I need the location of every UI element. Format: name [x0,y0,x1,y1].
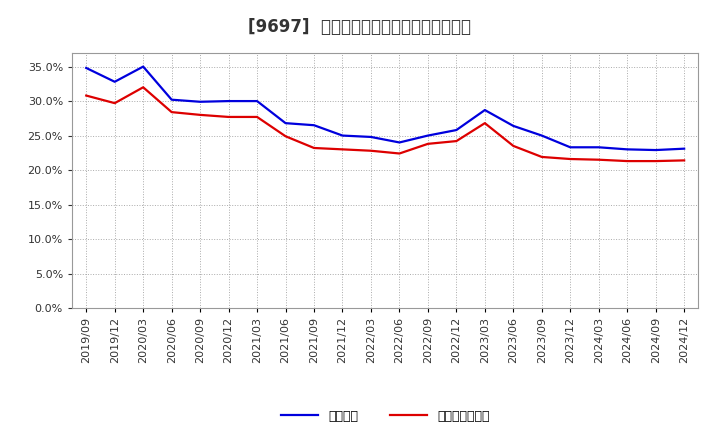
Line: 固定長期適合率: 固定長期適合率 [86,87,684,161]
固定比率 [82,65,91,70]
固定比率 [338,133,347,138]
固定長期適合率 [509,143,518,149]
固定比率 [196,99,204,104]
固定長期適合率 [253,114,261,120]
固定長期適合率 [139,84,148,90]
固定長期適合率 [310,145,318,150]
固定比率 [680,146,688,151]
固定比率 [652,147,660,153]
固定長期適合率 [537,154,546,160]
固定比率 [366,134,375,139]
固定比率 [509,123,518,128]
固定比率 [310,123,318,128]
固定比率 [110,79,119,84]
固定長期適合率 [395,151,404,156]
固定長期適合率 [623,158,631,164]
固定比率 [537,133,546,138]
固定長期適合率 [480,121,489,126]
固定長期適合率 [652,158,660,164]
固定長期適合率 [225,114,233,120]
固定比率 [253,99,261,104]
固定比率 [139,64,148,69]
Line: 固定比率: 固定比率 [86,66,684,150]
固定長期適合率 [366,148,375,154]
固定長期適合率 [167,110,176,115]
固定長期適合率 [338,147,347,152]
固定比率 [452,128,461,133]
固定比率 [282,121,290,126]
固定比率 [623,147,631,152]
固定比率 [167,97,176,103]
固定長期適合率 [566,156,575,161]
固定長期適合率 [110,100,119,106]
固定比率 [480,107,489,113]
Text: [9697]  固定比率、固定長期適合率の推移: [9697] 固定比率、固定長期適合率の推移 [248,18,472,36]
固定長期適合率 [282,134,290,139]
固定比率 [395,140,404,145]
固定比率 [595,145,603,150]
固定長期適合率 [452,139,461,144]
固定比率 [566,145,575,150]
Legend: 固定比率, 固定長期適合率: 固定比率, 固定長期適合率 [274,403,496,429]
固定長期適合率 [196,112,204,117]
固定長期適合率 [595,157,603,162]
固定比率 [423,133,432,138]
固定長期適合率 [423,141,432,147]
固定長期適合率 [680,158,688,163]
固定比率 [225,99,233,104]
固定長期適合率 [82,93,91,98]
